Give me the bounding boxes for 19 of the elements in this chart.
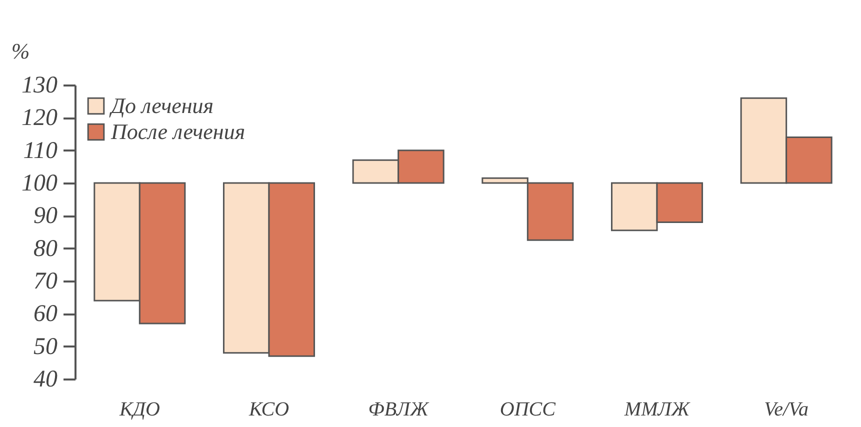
y-tick-label: 50 — [34, 334, 58, 360]
x-tick-label: КСО — [248, 398, 290, 420]
y-tick-label: 90 — [34, 203, 58, 230]
x-tick-label: ОПСС — [500, 398, 556, 420]
y-tick-label: 110 — [23, 138, 58, 164]
y-tick-label: 60 — [34, 301, 58, 328]
y-axis-title: % — [11, 38, 30, 64]
legend-label: До лечения — [109, 93, 214, 118]
y-tick-label: 130 — [22, 72, 58, 98]
x-tick-label: КДО — [118, 398, 160, 420]
x-tick-label: ММЛЖ — [623, 398, 692, 420]
legend-label: После лечения — [110, 119, 246, 144]
x-tick-label: Ve/Va — [764, 398, 809, 420]
y-tick-label: 80 — [34, 236, 58, 262]
y-tick-label: 70 — [34, 268, 58, 294]
y-tick-label: 100 — [22, 170, 58, 196]
y-tick-label: 40 — [34, 366, 58, 392]
x-tick-label: ФВЛЖ — [368, 398, 430, 420]
y-tick-label: 120 — [22, 105, 58, 132]
